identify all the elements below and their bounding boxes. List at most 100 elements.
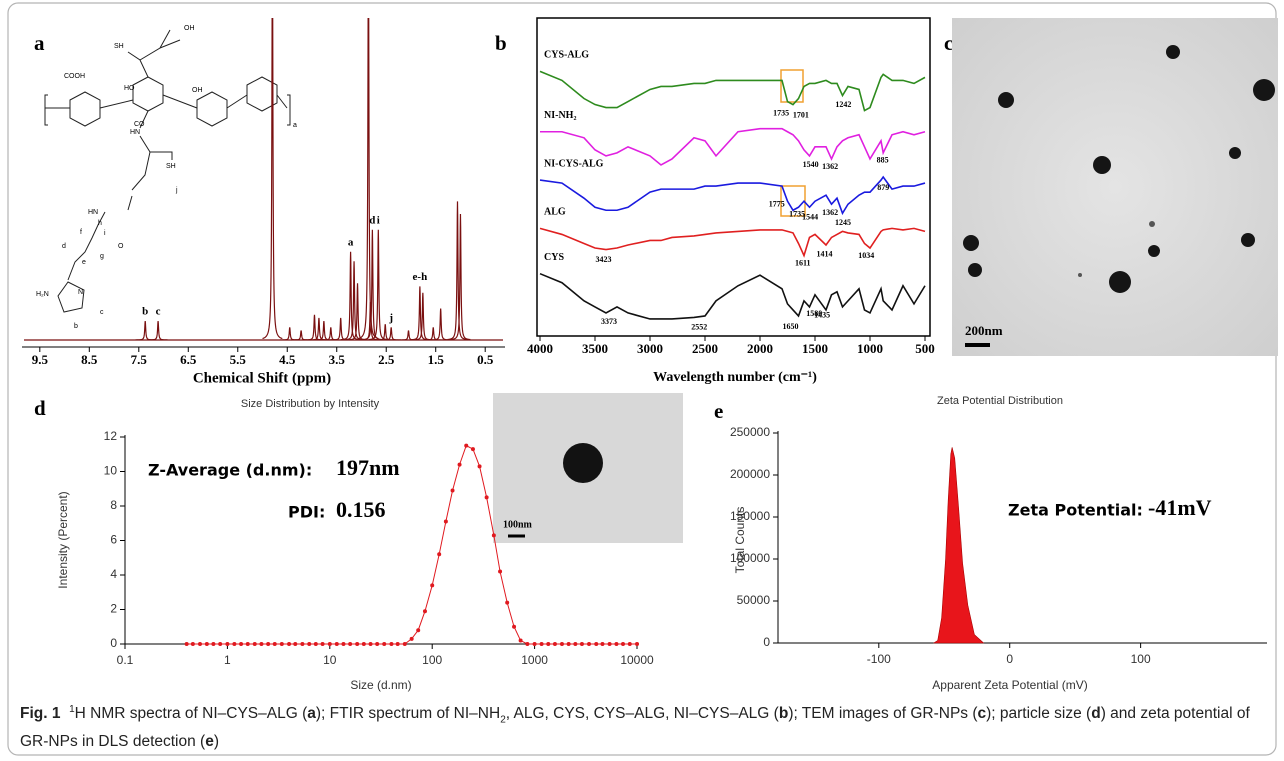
peak-label: 1735 xyxy=(789,210,805,219)
data-point xyxy=(361,642,366,646)
peak-label: 1775 xyxy=(769,199,785,208)
scale-bar-label: 100nm xyxy=(503,519,533,530)
highlight-box xyxy=(780,69,804,103)
peak-label: c xyxy=(156,306,161,318)
peak-label: 1580 xyxy=(806,309,822,318)
peak-label: e-h xyxy=(413,271,428,283)
data-point xyxy=(197,642,202,646)
data-point xyxy=(293,642,298,646)
peak-label: 1540 xyxy=(803,160,819,169)
peak-label: d xyxy=(369,214,375,226)
series-name: NI-CYS-ALG xyxy=(544,158,604,169)
series-name: CYS-ALG xyxy=(544,50,589,61)
data-point xyxy=(525,642,530,646)
structure-label: HO xyxy=(124,85,135,92)
data-point xyxy=(512,624,517,629)
data-point xyxy=(389,642,394,646)
data-point xyxy=(552,642,557,646)
peak xyxy=(309,317,329,341)
data-point xyxy=(279,642,284,646)
peak xyxy=(450,213,471,341)
scale-bar-label: 200nm xyxy=(965,323,1003,338)
x-tick-label: 2500 xyxy=(692,341,718,356)
panel-label: c xyxy=(944,31,953,55)
peak-label: 1034 xyxy=(858,251,874,260)
caption-label: Fig. 1 xyxy=(20,705,61,723)
structure-label: b xyxy=(74,323,78,330)
data-point xyxy=(559,642,564,646)
data-point xyxy=(232,642,237,646)
structure-label: h xyxy=(98,220,102,227)
structure-label: OH xyxy=(192,87,203,94)
peak xyxy=(447,201,468,341)
x-tick-label: 4.5 xyxy=(279,352,296,367)
peak xyxy=(430,308,451,341)
data-point xyxy=(457,462,462,467)
structure-label: O xyxy=(118,243,124,250)
plot-frame xyxy=(536,17,931,337)
data-point xyxy=(498,569,503,574)
data-point xyxy=(532,642,537,646)
figure-border xyxy=(7,2,1277,756)
x-tick-label: 100 xyxy=(422,653,442,667)
data-point xyxy=(252,642,257,646)
data-point xyxy=(355,642,360,646)
data-point xyxy=(334,642,339,646)
peak-label: b xyxy=(142,306,148,318)
peak-label: j xyxy=(388,312,393,324)
structure-label: SH xyxy=(114,43,124,50)
caption-text: ) xyxy=(213,733,220,751)
peak-label: 1435 xyxy=(814,310,830,319)
data-point xyxy=(313,642,318,646)
peak xyxy=(291,330,312,341)
x-tick-label: 0 xyxy=(1006,652,1013,666)
y-tick-label: 4 xyxy=(110,567,117,581)
x-tick-label: 1500 xyxy=(802,341,828,356)
caption-text: 2 xyxy=(500,714,506,726)
chart-title: Size Distribution by Intensity xyxy=(241,398,380,410)
data-point xyxy=(416,628,421,633)
x-tick-label: 1 xyxy=(224,653,231,667)
x-tick-label: 10000 xyxy=(620,653,654,667)
peak xyxy=(279,327,300,341)
annotation-value: 0.156 xyxy=(336,497,386,522)
peak-label: 879 xyxy=(877,183,889,192)
data-point xyxy=(300,642,305,646)
y-tick-label: 0 xyxy=(110,636,117,650)
data-point xyxy=(272,642,277,646)
structure-label: OH xyxy=(184,25,195,32)
nanoparticles xyxy=(963,45,1275,293)
x-tick-label: 6.5 xyxy=(180,352,197,367)
highlight-box xyxy=(780,185,806,217)
caption-text: ); particle size ( xyxy=(986,705,1092,723)
x-tick-label: 3500 xyxy=(582,341,608,356)
structure-label: HN xyxy=(88,209,98,216)
annotation-label: Zeta Potential: xyxy=(1008,501,1143,520)
series-line xyxy=(539,175,926,216)
y-tick-label: 10 xyxy=(104,464,118,478)
peak-label: 1242 xyxy=(835,100,851,109)
structure-label: HN xyxy=(130,129,140,136)
x-tick-label: 7.5 xyxy=(131,352,148,367)
data-point xyxy=(627,642,632,646)
data-point xyxy=(464,443,469,448)
peak-label: 885 xyxy=(877,156,889,165)
data-point xyxy=(450,488,455,493)
y-tick-label: 150000 xyxy=(730,509,770,523)
series-line xyxy=(539,272,926,320)
annotation-label: PDI: xyxy=(288,503,325,522)
structure-label: H₂N xyxy=(36,291,49,298)
data-point xyxy=(443,519,448,524)
data-point xyxy=(348,642,353,646)
data-point xyxy=(204,642,209,646)
data-point xyxy=(395,642,400,646)
series-line xyxy=(539,227,926,258)
peak xyxy=(135,321,156,341)
data-point xyxy=(546,642,551,646)
data-point xyxy=(190,642,195,646)
data-point xyxy=(211,642,216,646)
caption-text: b xyxy=(778,705,789,723)
spectrum xyxy=(24,18,503,341)
x-tick-label: 2.5 xyxy=(378,352,395,367)
series-line xyxy=(540,127,926,166)
